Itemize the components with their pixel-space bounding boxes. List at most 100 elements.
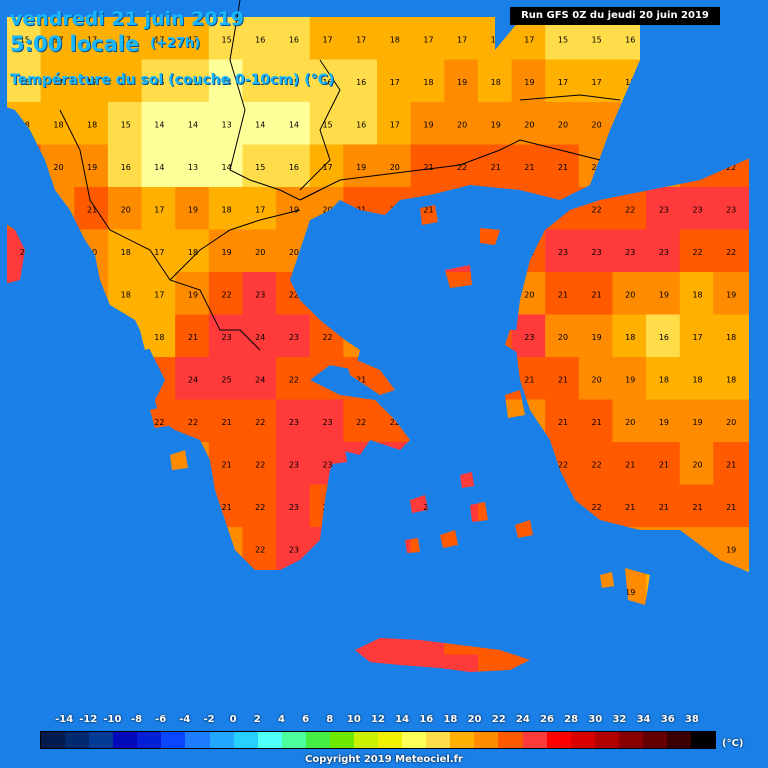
scale-swatch — [281, 732, 306, 748]
temperature-cell — [578, 272, 615, 317]
copyright: Copyright 2019 Meteociel.fr — [305, 754, 463, 765]
temperature-value: 23 — [289, 333, 299, 342]
temperature-cell — [175, 59, 211, 104]
temperature-value: 15 — [154, 78, 164, 87]
temperature-value: 22 — [692, 248, 702, 257]
temperature-value: 19 — [692, 418, 702, 427]
temperature-cell — [646, 484, 682, 529]
temperature-cell — [646, 357, 682, 402]
forecast-date: vendredi 21 juin 2019 — [10, 8, 245, 30]
temperature-cell — [242, 272, 279, 317]
temperature-cell — [276, 314, 312, 359]
temperature-value: 14 — [222, 163, 232, 172]
temperature-value: 22 — [289, 375, 299, 384]
scale-swatch — [570, 732, 595, 748]
temperature-cell — [612, 357, 649, 402]
temperature-cell — [545, 102, 581, 147]
temperature-value: 18 — [53, 120, 63, 129]
temperature-value: 20 — [592, 375, 602, 384]
temperature-cell — [276, 187, 312, 232]
temperature-value: 18 — [390, 35, 400, 44]
scale-swatch — [594, 732, 619, 748]
temperature-value: 17 — [154, 290, 164, 299]
temperature-cell — [141, 229, 178, 274]
temperature-cell — [141, 59, 178, 104]
temperature-cell — [40, 102, 77, 147]
scale-swatch — [498, 732, 523, 748]
temperature-cell — [276, 102, 312, 147]
scale-swatch — [113, 732, 138, 748]
temperature-cell — [208, 187, 245, 232]
temperature-cell — [175, 102, 211, 147]
temperature-cell — [343, 17, 379, 62]
temperature-value: 15 — [20, 35, 30, 44]
temperature-value: 18 — [625, 333, 635, 342]
temperature-value: 17 — [53, 78, 63, 87]
temperature-value: 15 — [188, 78, 198, 87]
temperature-value: 16 — [356, 120, 366, 129]
scale-swatch — [209, 732, 234, 748]
temperature-value: 16 — [255, 35, 265, 44]
temperature-value: 17 — [558, 78, 568, 87]
scale-swatch — [233, 732, 258, 748]
temperature-value: 22 — [188, 418, 198, 427]
temperature-value: 19 — [87, 163, 97, 172]
scale-label: 16 — [419, 714, 434, 725]
forecast-time: 5:00 locale — [10, 32, 140, 56]
temperature-cell — [175, 357, 211, 402]
temperature-cell — [377, 102, 413, 147]
temperature-value: 17 — [87, 35, 97, 44]
temperature-value: 19 — [356, 163, 366, 172]
scale-swatch — [65, 732, 90, 748]
temperature-cell — [444, 59, 480, 104]
temperature-cell — [276, 484, 312, 529]
temperature-cell — [242, 59, 279, 104]
temperature-value: 21 — [524, 163, 534, 172]
temperature-value: 21 — [423, 205, 433, 214]
scale-label: 8 — [326, 714, 334, 725]
border-line — [59, 109, 261, 351]
temperature-cell — [276, 59, 312, 104]
temperature-value: 16 — [121, 163, 131, 172]
temperature-value: 20 — [558, 333, 568, 342]
temperature-value: 19 — [625, 588, 635, 597]
temperature-value: 18 — [87, 120, 97, 129]
temperature-cell — [107, 144, 144, 189]
temperature-value: 23 — [592, 248, 602, 257]
temperature-value: 21 — [558, 163, 568, 172]
scale-label: -4 — [179, 714, 191, 725]
temperature-value: 17 — [390, 120, 400, 129]
temperature-cell — [276, 357, 312, 402]
temperature-value: 19 — [524, 78, 534, 87]
temperature-value: 19 — [289, 205, 299, 214]
temperature-value: 17 — [255, 205, 265, 214]
temperature-value: 15 — [255, 163, 265, 172]
temperature-value: 15 — [255, 78, 265, 87]
temperature-value: 14 — [255, 120, 265, 129]
temperature-cell — [679, 357, 716, 402]
border-line — [299, 59, 341, 191]
temperature-value: 22 — [558, 460, 568, 469]
temperature-value: 22 — [625, 205, 635, 214]
temperature-cell — [74, 17, 110, 62]
temperature-cell — [242, 144, 279, 189]
temperature-cell — [477, 102, 514, 147]
temperature-cell — [242, 399, 279, 444]
temperature-value: 20 — [625, 290, 635, 299]
temperature-value: 21 — [592, 418, 602, 427]
temperature-value: 21 — [222, 418, 232, 427]
temperature-cell — [545, 399, 581, 444]
temperature-cell — [175, 17, 211, 62]
scale-label: 22 — [491, 714, 506, 725]
temperature-cell — [545, 229, 581, 274]
temperature-value: 22 — [592, 460, 602, 469]
scale-label: -8 — [131, 714, 143, 725]
temperature-value: 22 — [255, 503, 265, 512]
temperature-cell — [242, 229, 279, 274]
temperature-cell — [208, 314, 245, 359]
temperature-cell — [175, 187, 211, 232]
temperature-cell — [242, 442, 279, 487]
temperature-cell — [276, 399, 312, 444]
temperature-cell — [646, 314, 682, 359]
temperature-value: 17 — [423, 35, 433, 44]
